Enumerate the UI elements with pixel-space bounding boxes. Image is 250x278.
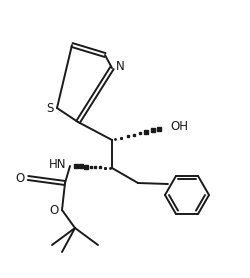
Text: OH: OH bbox=[169, 120, 187, 133]
Text: N: N bbox=[115, 61, 124, 73]
Text: HN: HN bbox=[48, 158, 66, 172]
Text: S: S bbox=[46, 101, 54, 115]
Text: O: O bbox=[49, 203, 58, 217]
Text: O: O bbox=[15, 172, 24, 185]
